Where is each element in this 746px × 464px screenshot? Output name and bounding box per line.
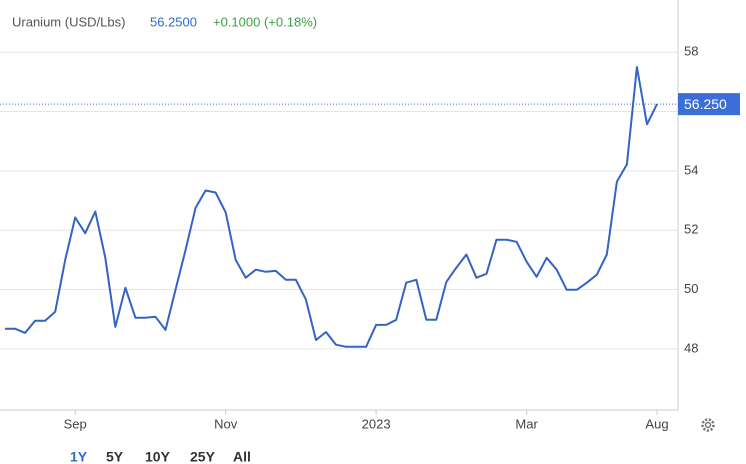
price: 56.2500 xyxy=(150,14,197,29)
x-tick-label: Nov xyxy=(214,416,238,431)
range-button[interactable]: All xyxy=(233,449,251,464)
gear-hub xyxy=(704,421,712,429)
y-tick-label: 58 xyxy=(684,44,698,59)
y-tick-label: 54 xyxy=(684,162,698,177)
gear-teeth xyxy=(701,418,715,432)
last-price-box xyxy=(678,93,740,116)
last-price-label: 56.250 xyxy=(684,96,727,112)
range-button[interactable]: 25Y xyxy=(190,449,216,464)
range-button[interactable]: 10Y xyxy=(145,449,171,464)
price-change: +0.1000 (+0.18%) xyxy=(213,14,317,29)
range-button[interactable]: 1Y xyxy=(70,449,88,464)
settings-icon[interactable] xyxy=(701,418,715,432)
y-tick-label: 50 xyxy=(684,281,698,296)
y-tick-label: 48 xyxy=(684,340,698,355)
x-tick-label: 2023 xyxy=(362,416,391,431)
x-tick-label: Sep xyxy=(64,416,87,431)
y-tick-label: 52 xyxy=(684,222,698,237)
range-button[interactable]: 5Y xyxy=(106,449,124,464)
price-line xyxy=(5,66,658,348)
chart-title: Uranium (USD/Lbs) xyxy=(12,14,125,29)
x-tick-label: Mar xyxy=(515,416,538,431)
x-tick-label: Aug xyxy=(645,416,668,431)
